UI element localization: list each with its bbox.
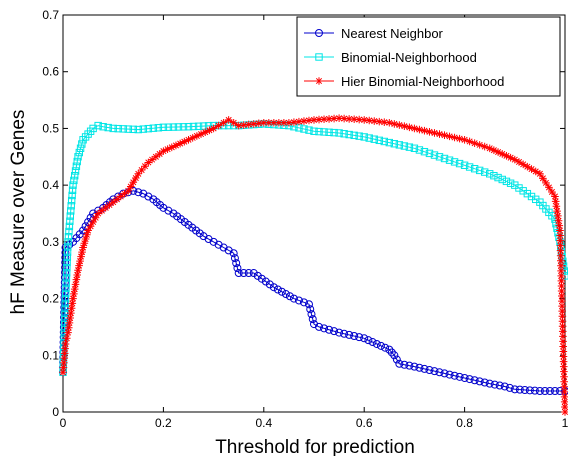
x-tick-label: 0.4 <box>255 416 272 430</box>
x-tick-label: 0.8 <box>456 416 473 430</box>
x-tick-label: 1 <box>562 416 568 430</box>
y-tick-label: 0.6 <box>42 65 59 79</box>
legend-label: Nearest Neighbor <box>341 26 444 41</box>
data-point-marker <box>431 129 439 137</box>
data-point-marker <box>406 123 414 131</box>
y-tick-label: 0.2 <box>42 292 59 306</box>
x-tick-label: 0.2 <box>155 416 172 430</box>
data-point-marker <box>426 128 434 136</box>
data-point-marker <box>386 119 394 127</box>
data-point-marker <box>63 334 71 342</box>
y-tick-label: 0.5 <box>42 121 59 135</box>
x-tick-label: 0 <box>60 416 67 430</box>
x-tick-label: 0.6 <box>356 416 373 430</box>
x-axis-label: Threshold for prediction <box>215 437 415 456</box>
data-point-marker <box>446 133 454 141</box>
data-point-marker <box>436 130 444 138</box>
data-point-marker <box>451 134 459 142</box>
legend-label: Hier Binomial-Neighborhood <box>341 74 504 89</box>
y-tick-label: 0.7 <box>42 8 59 22</box>
y-tick-label: 0.1 <box>42 348 59 362</box>
y-tick-label: 0 <box>52 405 59 419</box>
data-point-marker <box>456 135 464 143</box>
data-point-marker <box>396 121 404 129</box>
y-axis-label: hF Measure over Genes <box>8 110 29 315</box>
data-point-marker <box>62 340 70 348</box>
legend: Nearest Neighbor Binomial-Neighborhood Hie… <box>297 17 560 96</box>
legend-marker <box>315 77 323 85</box>
data-point-marker <box>416 126 424 134</box>
data-point-marker <box>391 120 399 128</box>
data-point-marker <box>411 125 419 133</box>
y-tick-label: 0.3 <box>42 235 59 249</box>
data-point-marker <box>441 131 449 139</box>
data-point-marker <box>421 127 429 135</box>
legend-label: Binomial-Neighborhood <box>341 50 477 65</box>
y-tick-label: 0.4 <box>42 178 59 192</box>
data-point-marker <box>401 122 409 130</box>
